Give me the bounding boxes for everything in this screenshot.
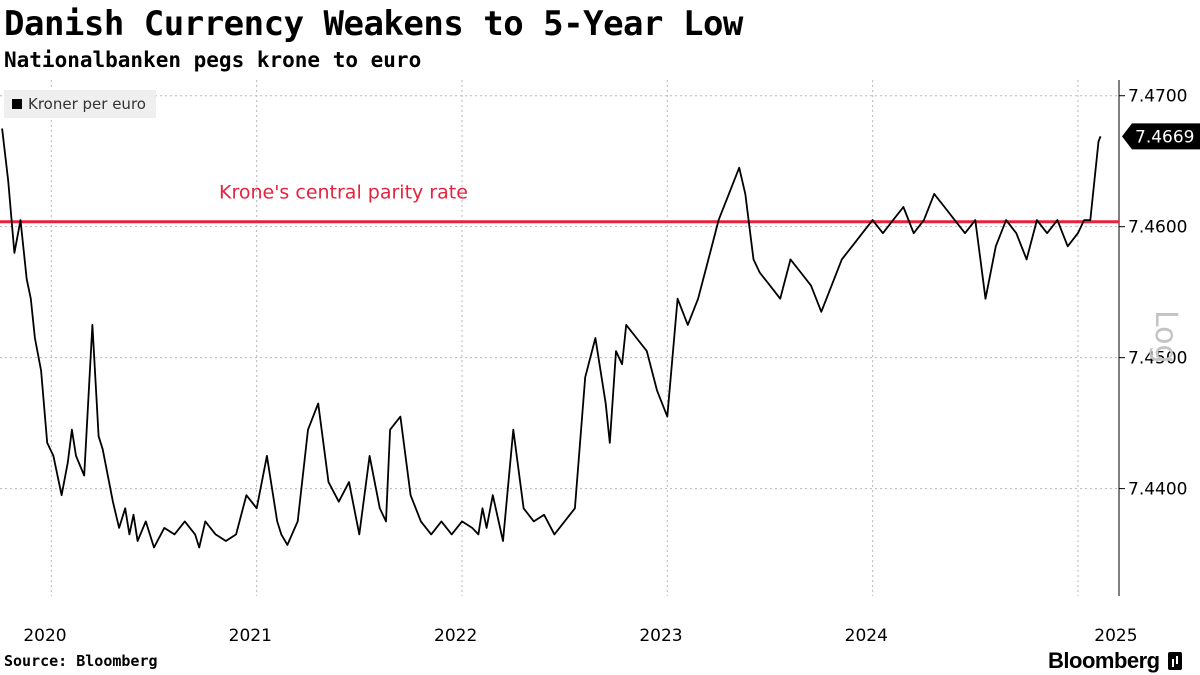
- x-tick-label: 2021: [229, 626, 272, 646]
- x-tick-label: 2025: [1094, 626, 1137, 646]
- y-tick-label: 7.4600: [1128, 218, 1187, 238]
- y-tick-label: 7.4500: [1128, 349, 1187, 369]
- legend: Kroner per euro: [4, 90, 156, 118]
- x-tick-label: 2022: [434, 626, 477, 646]
- brand-name: Bloomberg: [1048, 648, 1160, 673]
- x-tick-label: 2023: [639, 626, 682, 646]
- y-tick-label: 7.4700: [1128, 87, 1187, 107]
- last-value-badge: 7.4669: [1122, 123, 1200, 150]
- x-tick-label: 2024: [845, 626, 888, 646]
- last-value-badge-shape: [1122, 123, 1200, 150]
- series-line-kroner-per-euro: [1, 128, 1102, 549]
- central-parity-label: Krone's central parity rate: [219, 182, 468, 204]
- legend-swatch: [12, 99, 22, 109]
- y-gridlines: [0, 95, 1119, 490]
- y-tick-label: 7.4400: [1128, 480, 1187, 500]
- chart-title: Danish Currency Weakens to 5-Year Low: [4, 4, 743, 44]
- source-note: Source: Bloomberg: [4, 652, 158, 670]
- x-tick-label: 2020: [23, 626, 66, 646]
- x-gridlines: [50, 80, 1079, 596]
- chart-subtitle: Nationalbanken pegs krone to euro: [4, 48, 422, 72]
- bloomberg-terminal-icon: [1167, 652, 1182, 670]
- y-axis-ticks: 7.4700 7.4600 7.4500 7.4400: [1119, 87, 1187, 500]
- x-axis-ticks: 2020 2021 2022 2023 2024 2025: [23, 626, 1137, 646]
- legend-label: Kroner per euro: [28, 95, 146, 113]
- brand-logo: Bloomberg: [1048, 648, 1182, 674]
- last-value-label: 7.4669: [1135, 127, 1194, 147]
- log-scale-label: Log: [1148, 310, 1183, 364]
